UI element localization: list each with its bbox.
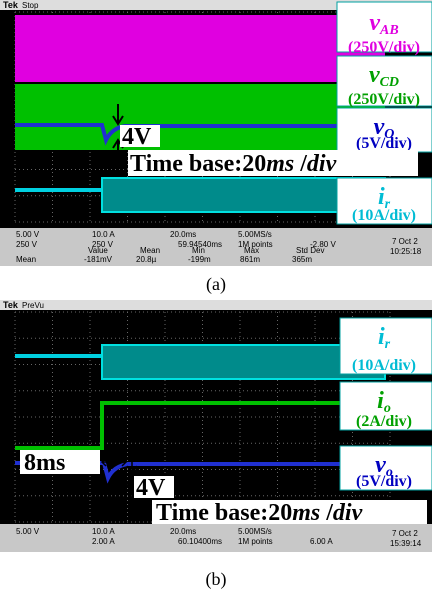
info-ch1: 5.00 V [16, 230, 40, 239]
info-ch4: 2.00 A [92, 537, 115, 546]
info-ch3: 250 V [16, 240, 38, 249]
measure-header: Mean [140, 246, 160, 255]
subscript: r [385, 337, 391, 352]
tb: ms [266, 151, 294, 177]
top-bar [0, 300, 432, 310]
info-ch1: 5.00 V [16, 527, 40, 536]
scope-a: Tek Stop vAB(250V/div)vCD(250V/div)vO(5V… [0, 0, 432, 266]
symbol: v [369, 10, 380, 36]
symbol: v [369, 62, 380, 88]
info-trigger-pos: 60.10400ms [178, 537, 222, 546]
info-ch2: 10.0 A [92, 230, 115, 239]
info-points: 1M points [238, 537, 273, 546]
caption: (b) [206, 569, 227, 590]
step-label: 4V [122, 124, 152, 150]
info-time: 15:39:14 [390, 539, 422, 548]
tb: / [294, 151, 307, 177]
info-timebase: 20.0ms [170, 230, 196, 239]
scope-b: Tek PreVu ir(10A/div)io(2A/div)vo(5V/div… [0, 300, 432, 552]
status: Stop [22, 1, 39, 10]
tb: div [333, 500, 363, 526]
measure-value: -181mV [84, 255, 113, 264]
info-date: 7 Oct 2 [392, 529, 418, 538]
measure-value: 861m [240, 255, 260, 264]
measure-value: 365m [292, 255, 312, 264]
info-date: 7 Oct 2 [392, 237, 418, 246]
info-trigger-level: 6.00 A [310, 537, 333, 546]
annotation-scale: (2A/div) [356, 413, 412, 430]
measure-row-label: Mean [16, 255, 36, 264]
annotation-scale: (250V/div) [348, 91, 420, 108]
time-base: Time base:20ms /div [156, 500, 363, 526]
subscript: AB [379, 23, 399, 38]
annotation-scale: (10A/div) [352, 207, 416, 224]
trace-vcd [15, 84, 385, 150]
tb: div [307, 151, 337, 177]
annotation-scale: (5V/div) [356, 473, 412, 490]
time-base: Time base:20ms /div [130, 151, 337, 177]
measure-header: Min [192, 246, 205, 255]
measure-header: Value [88, 246, 108, 255]
info-ch2: 10.0 A [92, 527, 115, 536]
tb: Time base:20 [130, 151, 266, 177]
brand: Tek [3, 0, 19, 10]
brand: Tek [3, 300, 19, 310]
delay-label: 8ms [24, 450, 65, 476]
caption: (a) [206, 274, 226, 295]
trace-vab [15, 15, 385, 82]
info-rate: 5.00MS/s [238, 230, 272, 239]
tb: Time base:20 [156, 500, 292, 526]
tb: ms [292, 500, 320, 526]
info-timebase: 20.0ms [170, 527, 196, 536]
annotation-scale: (5V/div) [356, 135, 412, 152]
figure: Tek Stop vAB(250V/div)vCD(250V/div)vO(5V… [0, 0, 432, 593]
measure-value: 20.8µ [136, 255, 157, 264]
annotation-scale: (250V/div) [348, 39, 420, 56]
info-rate: 5.00MS/s [238, 527, 272, 536]
annotation-scale: (10A/div) [352, 357, 416, 374]
measure-value: -199m [188, 255, 211, 264]
tb: / [320, 500, 333, 526]
step-label: 4V [136, 475, 166, 501]
measure-header: Std Dev [296, 246, 324, 255]
status: PreVu [22, 301, 44, 310]
subscript: CD [380, 75, 399, 90]
measure-header: Max [244, 246, 259, 255]
info-time: 10:25:18 [390, 247, 422, 256]
